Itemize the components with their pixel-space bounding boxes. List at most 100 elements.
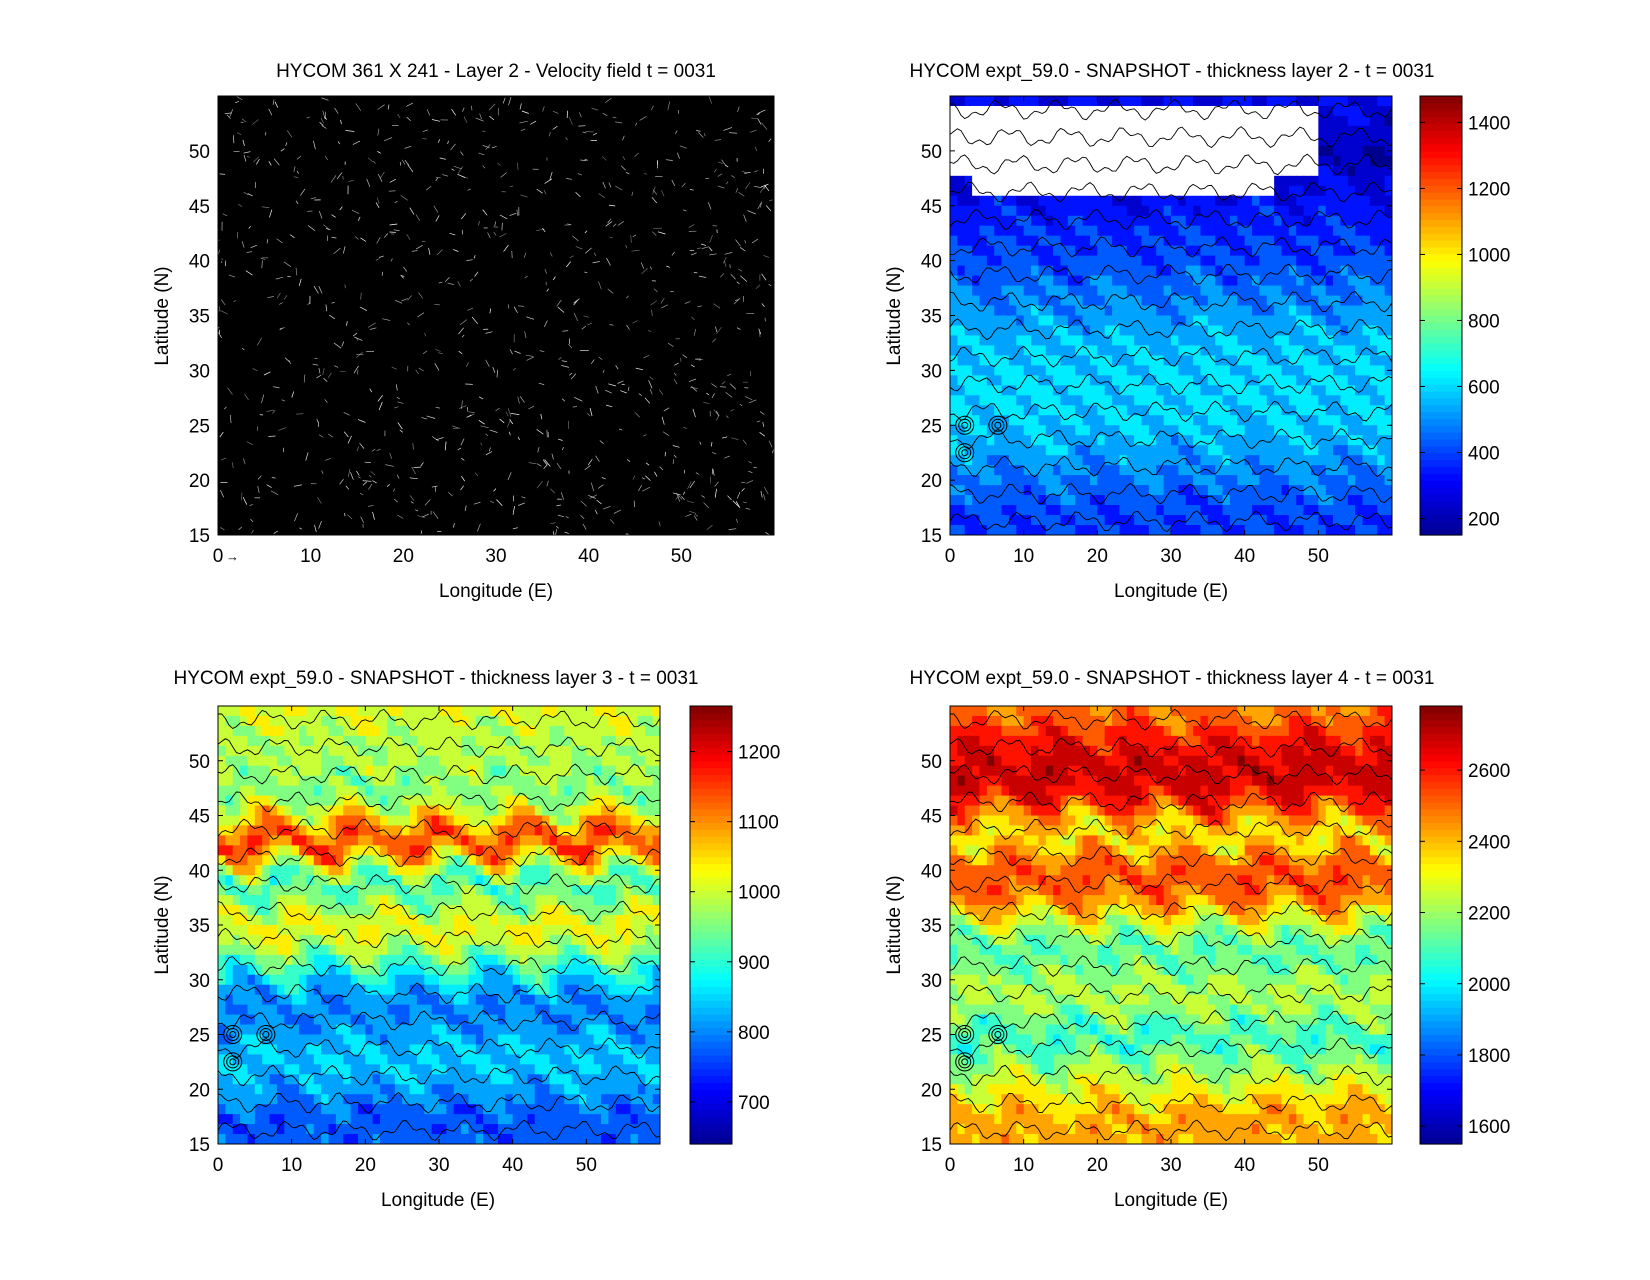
contour-cell bbox=[1178, 325, 1186, 336]
contour-cell bbox=[579, 865, 587, 876]
contour-cell bbox=[1370, 306, 1378, 317]
contour-cell bbox=[351, 845, 359, 856]
contour-cell bbox=[255, 816, 263, 827]
contour-cell bbox=[424, 895, 432, 906]
contour-cell bbox=[1355, 465, 1363, 476]
contour-cell bbox=[631, 736, 639, 747]
contour-cell bbox=[527, 835, 535, 846]
contour-cell bbox=[1186, 226, 1194, 237]
contour-cell bbox=[957, 525, 965, 536]
contour-cell bbox=[1134, 296, 1142, 307]
contour-cell bbox=[1274, 246, 1282, 257]
layer2-ylabel: Latitude (N) bbox=[884, 266, 905, 365]
contour-cell bbox=[1340, 136, 1348, 147]
contour-cell bbox=[1348, 445, 1356, 456]
contour-cell bbox=[1340, 515, 1348, 526]
contour-cell bbox=[1259, 445, 1267, 456]
contour-cell bbox=[623, 825, 631, 836]
contour-cell bbox=[299, 786, 307, 797]
contour-cell bbox=[1200, 186, 1208, 197]
colorbar-segment bbox=[1420, 151, 1462, 158]
contour-cell bbox=[314, 756, 322, 767]
contour-cell bbox=[1164, 385, 1172, 396]
contour-cell bbox=[550, 855, 558, 866]
contour-cell bbox=[417, 845, 425, 856]
contour-cell bbox=[1127, 226, 1135, 237]
contour-cell bbox=[321, 746, 329, 757]
contour-cell bbox=[247, 746, 255, 757]
contour-cell bbox=[527, 706, 535, 717]
contour-cell bbox=[1156, 96, 1164, 107]
contour-cell bbox=[638, 706, 646, 717]
contour-cell bbox=[1083, 465, 1091, 476]
contour-cell bbox=[1370, 96, 1378, 107]
contour-cell bbox=[1075, 236, 1083, 247]
contour-cell bbox=[343, 796, 351, 807]
contour-cell bbox=[1142, 146, 1150, 157]
contour-cell bbox=[1149, 186, 1157, 197]
contour-cell bbox=[1237, 276, 1245, 287]
contour-cell bbox=[225, 865, 233, 876]
contour-cell bbox=[483, 885, 491, 896]
contour-cell bbox=[1385, 445, 1393, 456]
contour-cell bbox=[1340, 375, 1348, 386]
contour-cell bbox=[1127, 306, 1135, 317]
colorbar-segment bbox=[1420, 240, 1462, 247]
contour-cell bbox=[424, 905, 432, 916]
contour-cell bbox=[1237, 375, 1245, 386]
contour-cell bbox=[233, 776, 241, 787]
contour-cell bbox=[1282, 166, 1290, 177]
contour-cell bbox=[623, 835, 631, 846]
contour-cell bbox=[601, 825, 609, 836]
contour-cell bbox=[483, 706, 491, 717]
contour-cell bbox=[653, 716, 661, 727]
contour-cell bbox=[1090, 316, 1098, 327]
contour-cell bbox=[1127, 176, 1135, 187]
contour-cell bbox=[1090, 166, 1098, 177]
contour-cell bbox=[424, 766, 432, 777]
contour-cell bbox=[1200, 146, 1208, 157]
contour-cell bbox=[1171, 355, 1179, 366]
contour-cell bbox=[417, 865, 425, 876]
contour-cell bbox=[994, 246, 1002, 257]
contour-cell bbox=[1083, 266, 1091, 277]
contour-cell bbox=[270, 736, 278, 747]
contour-cell bbox=[270, 885, 278, 896]
contour-cell bbox=[380, 835, 388, 846]
contour-cell bbox=[1178, 276, 1186, 287]
contour-cell bbox=[527, 895, 535, 906]
contour-cell bbox=[424, 726, 432, 737]
contour-cell bbox=[972, 465, 980, 476]
contour-cell bbox=[321, 855, 329, 866]
contour-cell bbox=[329, 875, 337, 886]
contour-cell bbox=[1112, 266, 1120, 277]
contour-cell bbox=[314, 816, 322, 827]
contour-cell bbox=[1259, 176, 1267, 187]
contour-cell bbox=[1090, 266, 1098, 277]
contour-cell bbox=[336, 816, 344, 827]
contour-cell bbox=[564, 756, 572, 767]
contour-cell bbox=[1259, 485, 1267, 496]
contour-cell bbox=[1259, 146, 1267, 157]
contour-cell bbox=[387, 746, 395, 757]
contour-cell bbox=[957, 226, 965, 237]
contour-cell bbox=[1296, 96, 1304, 107]
contour-cell bbox=[1245, 196, 1253, 207]
contour-cell bbox=[402, 776, 410, 787]
contour-cell bbox=[476, 776, 484, 787]
contour-cell bbox=[994, 375, 1002, 386]
contour-cell bbox=[1186, 525, 1194, 536]
contour-cell bbox=[1046, 256, 1054, 267]
contour-cell bbox=[240, 895, 248, 906]
contour-cell bbox=[1230, 276, 1238, 287]
contour-cell bbox=[1370, 425, 1378, 436]
contour-cell bbox=[1134, 505, 1142, 516]
contour-cell bbox=[1385, 206, 1393, 217]
contour-cell bbox=[557, 845, 565, 856]
contour-cell bbox=[1142, 236, 1150, 247]
contour-cell bbox=[225, 706, 233, 717]
contour-cell bbox=[1075, 146, 1083, 157]
contour-cell bbox=[1186, 126, 1194, 137]
contour-cell bbox=[608, 726, 616, 737]
contour-cell bbox=[653, 895, 661, 906]
